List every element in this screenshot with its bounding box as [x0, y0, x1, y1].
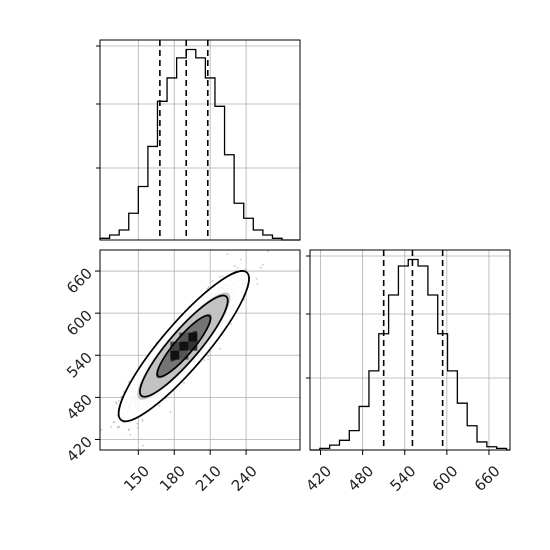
top-hist-steps — [99, 48, 300, 241]
right-bin-2 — [330, 445, 340, 450]
density-block-4 — [188, 341, 198, 351]
right-bin-4 — [349, 431, 359, 450]
right-bin-6 — [369, 371, 379, 450]
top-bin-12 — [215, 106, 225, 240]
top-bin-4 — [138, 187, 148, 240]
scatter-frame — [99, 249, 301, 451]
right-xtick-label-4: 660 — [471, 462, 504, 495]
scatter-ytick-label-3: 600 — [63, 306, 96, 339]
top-bin-16 — [253, 230, 263, 240]
top-bin-5 — [148, 146, 158, 240]
density-core-blocks — [170, 332, 198, 360]
right-bin-9 — [398, 266, 408, 450]
right-xtick-label-2: 540 — [387, 462, 420, 495]
top-bin-17 — [263, 235, 273, 240]
scatter-xtick-label-2: 210 — [192, 462, 225, 495]
right-bin-12 — [428, 295, 438, 450]
top-histogram-panel — [96, 39, 301, 241]
density-block-3 — [179, 350, 189, 360]
right-bin-15 — [457, 403, 467, 450]
top-bin-10 — [196, 58, 206, 240]
right-bin-14 — [448, 371, 458, 450]
scatter-ytick-label-4: 660 — [63, 264, 96, 297]
top-bin-13 — [225, 155, 235, 240]
density-block-0 — [170, 350, 180, 360]
scatter-ytick-label-0: 420 — [63, 433, 96, 466]
right-frame — [309, 249, 511, 451]
top-bin-3 — [129, 213, 139, 240]
top-bin-2 — [119, 230, 129, 240]
top-bin-6 — [157, 101, 167, 240]
right-xtick-label-3: 600 — [429, 462, 462, 495]
density-block-5 — [170, 341, 180, 351]
right-bin-5 — [359, 406, 369, 450]
density-block-1 — [179, 341, 189, 351]
right-bin-8 — [389, 295, 399, 450]
top-bin-1 — [110, 235, 120, 240]
density-block-2 — [188, 332, 198, 342]
right-hist-steps — [310, 258, 510, 451]
right-bin-16 — [467, 426, 477, 450]
scatter-xtick-label-1: 180 — [156, 462, 189, 495]
top-bin-15 — [244, 218, 254, 240]
density-block-6 — [179, 332, 189, 342]
top-frame — [99, 39, 301, 241]
scatter-ytick-label-2: 540 — [63, 349, 96, 382]
contour-middle — [139, 294, 229, 398]
right-bin-3 — [339, 440, 349, 450]
top-bin-7 — [167, 78, 177, 240]
scatter-density-panel: 150 180 210 240 420 480 540 600 660 — [63, 249, 301, 495]
right-xtick-label-0: 420 — [302, 462, 335, 495]
contour-inner — [156, 314, 212, 378]
scatter-xtick-label-0: 150 — [120, 462, 153, 495]
scatter-xtick-label-3: 240 — [228, 462, 261, 495]
scatter-ytick-label-1: 480 — [63, 391, 96, 424]
right-xtick-label-1: 480 — [344, 462, 377, 495]
right-bin-17 — [477, 442, 487, 450]
top-bin-9 — [186, 50, 196, 240]
top-bin-8 — [177, 58, 187, 240]
contour-outer — [117, 270, 250, 423]
right-histogram-panel: 420 480 540 600 660 — [302, 249, 511, 495]
right-bin-11 — [418, 266, 428, 450]
top-bin-14 — [234, 203, 244, 240]
